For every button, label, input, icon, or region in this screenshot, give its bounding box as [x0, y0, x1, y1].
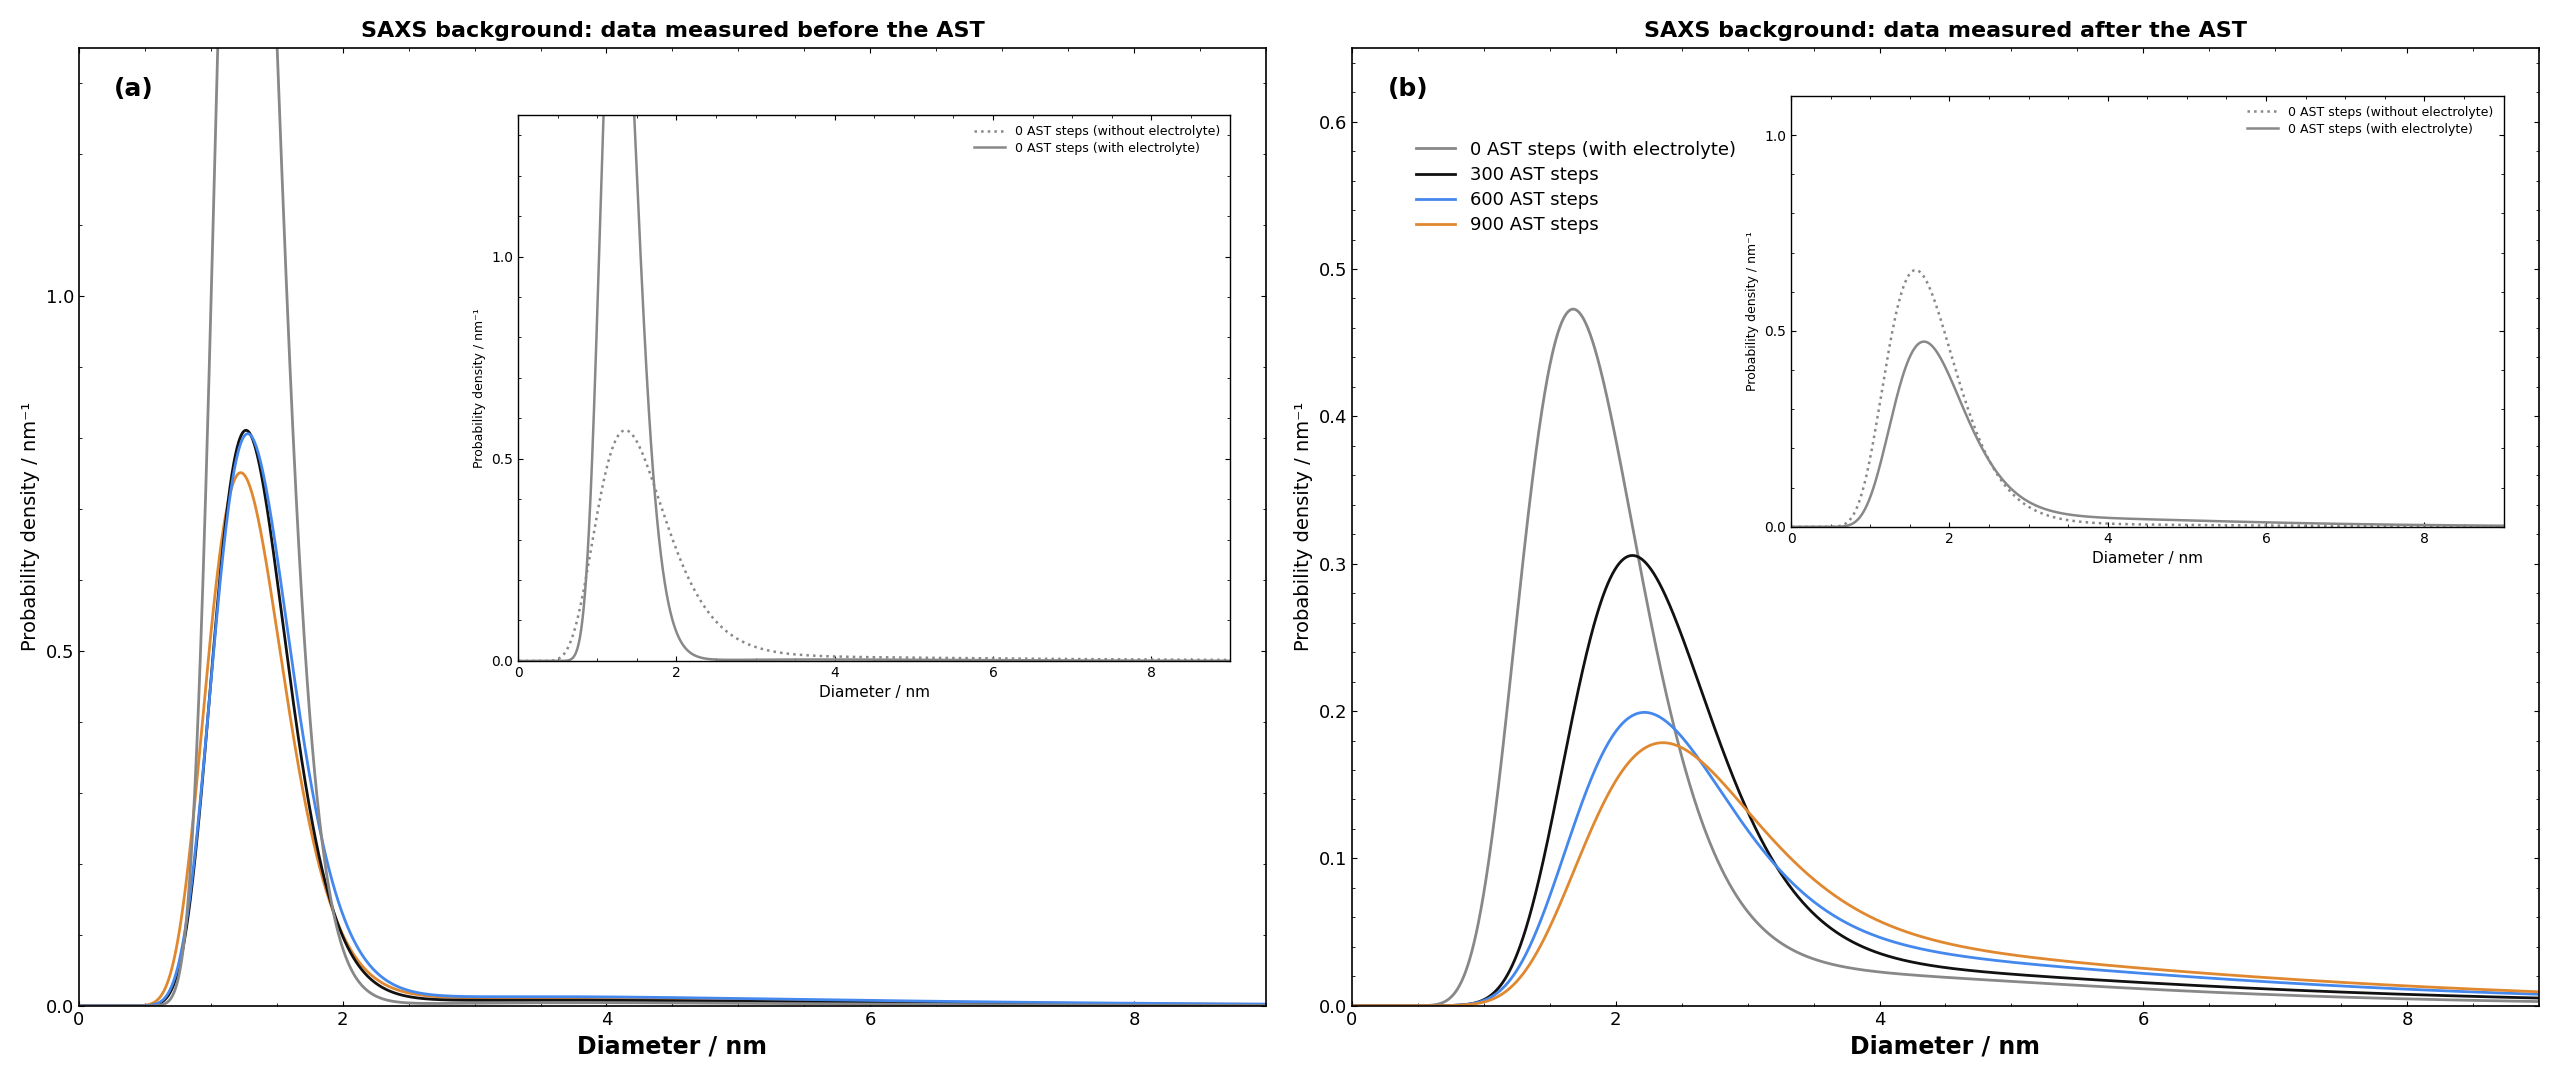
X-axis label: Diameter / nm: Diameter / nm: [1851, 1034, 2040, 1058]
X-axis label: Diameter / nm: Diameter / nm: [579, 1034, 768, 1058]
Text: (a): (a): [115, 77, 154, 100]
Text: (b): (b): [1388, 77, 1428, 100]
Title: SAXS background: data measured before the AST: SAXS background: data measured before th…: [361, 21, 983, 41]
Y-axis label: Probability density / nm⁻¹: Probability density / nm⁻¹: [20, 402, 41, 652]
Legend: 0 AST steps (with electrolyte), 300 AST steps, 600 AST steps, 900 AST steps: 0 AST steps (with electrolyte), 300 AST …: [1408, 134, 1743, 242]
Title: SAXS background: data measured after the AST: SAXS background: data measured after the…: [1644, 21, 2248, 41]
Y-axis label: Probability density / nm⁻¹: Probability density / nm⁻¹: [1293, 402, 1313, 652]
